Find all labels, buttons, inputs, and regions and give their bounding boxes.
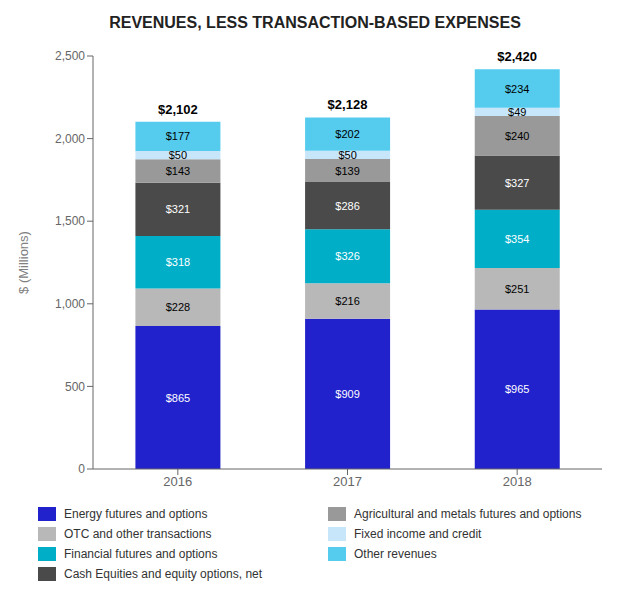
html-text:Agricultural and metals future: Agricultural and metals futures and opti…: [354, 507, 582, 521]
svg-text:$251: $251: [505, 283, 529, 295]
svg-text:2016: 2016: [163, 474, 192, 489]
svg-text:$965: $965: [505, 383, 529, 395]
svg-text:$326: $326: [335, 250, 359, 262]
svg-text:$865: $865: [166, 392, 190, 404]
svg-text:$50: $50: [169, 149, 187, 161]
svg-text:$318: $318: [166, 256, 190, 268]
svg-text:$286: $286: [335, 200, 359, 212]
svg-text:$354: $354: [505, 233, 529, 245]
svg-text:$240: $240: [505, 130, 529, 142]
svg-text:$2,420: $2,420: [497, 49, 537, 64]
html-text:Financial futures and options: Financial futures and options: [64, 547, 218, 561]
svg-text:$49: $49: [508, 106, 526, 118]
html-text:Cash Equities and equity optio: Cash Equities and equity options, net: [64, 567, 263, 581]
svg-text:1,000: 1,000: [55, 297, 85, 311]
html-text:Fixed income and credit: Fixed income and credit: [354, 527, 482, 541]
svg-text:0: 0: [78, 462, 85, 476]
svg-text:$216: $216: [335, 295, 359, 307]
svg-text:$327: $327: [505, 177, 529, 189]
html-text:REVENUES, LESS TRANSACTION-BAS: REVENUES, LESS TRANSACTION-BASED EXPENSE…: [109, 14, 521, 31]
svg-text:$228: $228: [166, 301, 190, 313]
svg-text:2018: 2018: [503, 474, 532, 489]
svg-text:$2,102: $2,102: [158, 102, 198, 117]
svg-text:500: 500: [65, 380, 85, 394]
svg-text:$50: $50: [338, 149, 356, 161]
svg-text:$139: $139: [335, 165, 359, 177]
svg-text:$321: $321: [166, 203, 190, 215]
svg-text:$2,128: $2,128: [328, 97, 368, 112]
svg-text:2,500: 2,500: [55, 49, 85, 63]
svg-text:1,500: 1,500: [55, 214, 85, 228]
svg-text:2,000: 2,000: [55, 132, 85, 146]
svg-text:$234: $234: [505, 83, 529, 95]
svg-text:$177: $177: [166, 130, 190, 142]
svg-text:2017: 2017: [333, 474, 362, 489]
html-text:Other revenues: Other revenues: [354, 547, 437, 561]
svg-text:$202: $202: [335, 128, 359, 140]
html-text:Energy futures and options: Energy futures and options: [64, 507, 208, 521]
html-text:OTC and other transactions: OTC and other transactions: [64, 527, 212, 541]
svg-text:$ (Millions): $ (Millions): [16, 231, 31, 294]
svg-text:$143: $143: [166, 165, 190, 177]
svg-text:$909: $909: [335, 388, 359, 400]
